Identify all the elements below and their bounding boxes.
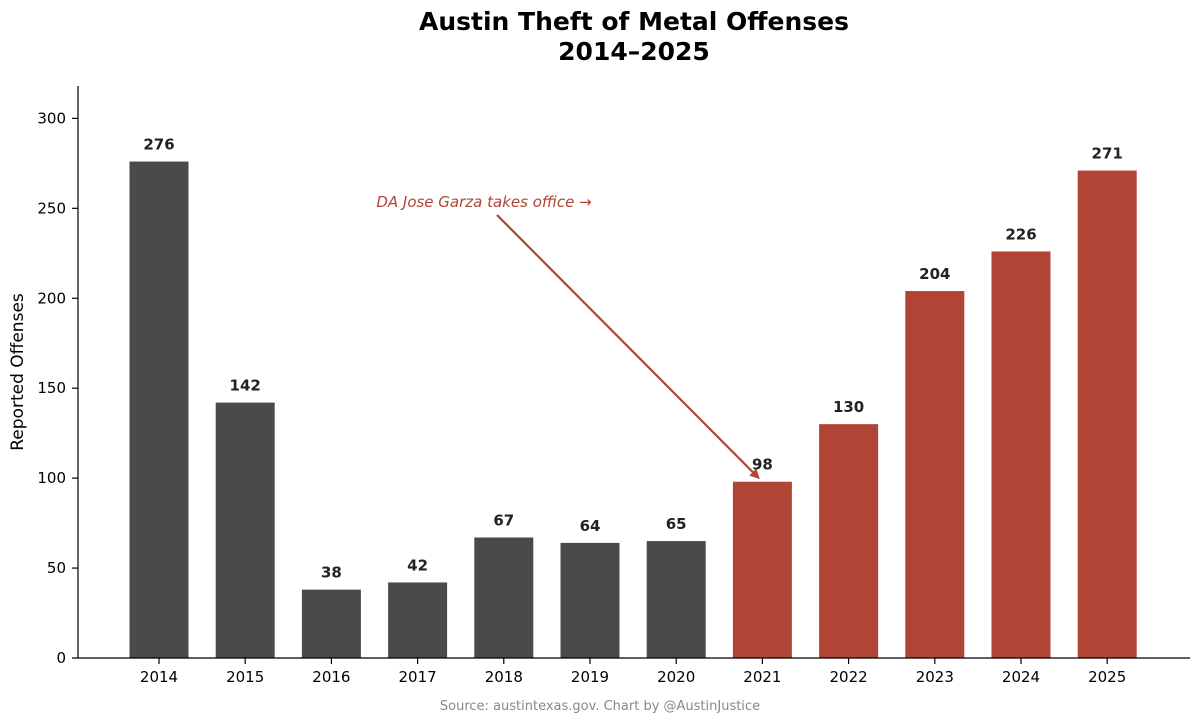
bar-2017: [388, 582, 448, 658]
data-label-2020: 65: [666, 515, 687, 533]
x-tick-label-2018: 2018: [485, 668, 523, 686]
x-tick-label-2016: 2016: [312, 668, 350, 686]
bar-2018: [474, 537, 534, 658]
x-tick-label-2017: 2017: [399, 668, 437, 686]
data-label-2017: 42: [407, 556, 428, 574]
chart-subtitle: 2014–2025: [558, 37, 710, 66]
y-axis-label: Reported Offenses: [8, 293, 28, 451]
y-tick-label: 0: [56, 649, 66, 667]
annotation-text: DA Jose Garza takes office →: [376, 193, 591, 211]
data-label-2014: 276: [143, 136, 174, 154]
y-tick-label: 100: [37, 469, 66, 487]
y-axis-ticks: 0 50 100 150 200 250 300: [37, 109, 78, 667]
bar-2016: [301, 589, 361, 658]
annotation-arrow: [496, 214, 760, 480]
data-labels: 276 142 38 42 67 64 65 98 130 204 226 271: [143, 136, 1123, 582]
x-tick-label-2024: 2024: [1002, 668, 1040, 686]
data-label-2025: 271: [1092, 145, 1123, 163]
data-label-2016: 38: [321, 564, 342, 582]
x-tick-label-2023: 2023: [916, 668, 954, 686]
bar-2020: [646, 541, 706, 658]
x-tick-label-2025: 2025: [1088, 668, 1126, 686]
bar-2015: [215, 402, 275, 658]
y-tick-label: 150: [37, 379, 66, 397]
x-tick-label-2021: 2021: [743, 668, 781, 686]
y-tick-label: 250: [37, 199, 66, 217]
data-label-2015: 142: [230, 377, 261, 395]
data-label-2019: 64: [580, 517, 601, 535]
x-tick-label-2014: 2014: [140, 668, 178, 686]
bars: [129, 161, 1137, 658]
bar-2025: [1077, 170, 1137, 658]
x-tick-label-2020: 2020: [657, 668, 695, 686]
y-tick-label: 300: [37, 109, 66, 127]
bar-2021: [732, 481, 792, 658]
data-label-2018: 67: [493, 511, 514, 529]
y-tick-label: 200: [37, 289, 66, 307]
bar-2019: [560, 542, 620, 658]
bar-2024: [991, 251, 1051, 658]
y-tick-label: 50: [47, 559, 66, 577]
data-label-2021: 98: [752, 456, 773, 474]
bar-2022: [819, 424, 879, 658]
data-label-2023: 204: [919, 265, 950, 283]
x-tick-label-2015: 2015: [226, 668, 264, 686]
data-label-2022: 130: [833, 398, 864, 416]
source-note: Source: austintexas.gov. Chart by @Austi…: [440, 699, 760, 714]
x-tick-label-2019: 2019: [571, 668, 609, 686]
x-axis-ticks: 2014 2015 2016 2017 2018 2019 2020 2021 2022 2023…: [140, 658, 1126, 686]
chart-title: Austin Theft of Metal Offenses: [419, 7, 849, 36]
bar-2014: [129, 161, 189, 658]
x-tick-label-2022: 2022: [830, 668, 868, 686]
bar-2023: [905, 291, 965, 658]
data-label-2024: 226: [1005, 225, 1036, 243]
